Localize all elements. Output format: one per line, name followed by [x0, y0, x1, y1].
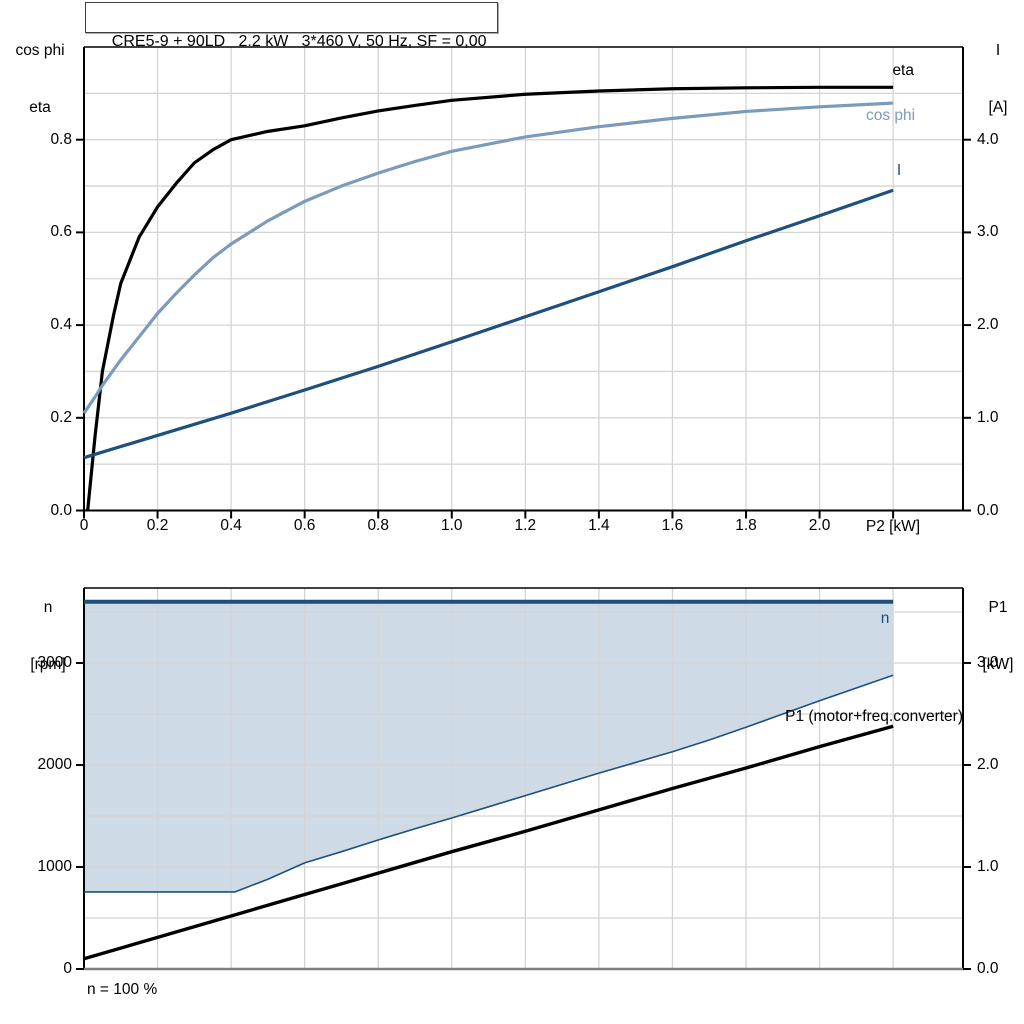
right-axis-tick-label: 1.0: [977, 857, 999, 875]
x-axis-tick-label: 0.2: [146, 517, 169, 534]
x-axis-tick-label: 1.8: [735, 517, 757, 534]
x-axis-tick-label: 1.0: [441, 517, 463, 534]
x-axis-tick-label: 0.6: [293, 517, 316, 534]
bottom-right-axis-title: P1 [kW]: [970, 560, 1024, 712]
curve-label-eta: eta: [892, 62, 914, 79]
bottom-chart: [76, 587, 971, 971]
bottom-left-axis-title: n [rpm]: [10, 560, 86, 712]
curve-label-p1: P1 (motor+freq.converter): [785, 708, 963, 725]
right-axis-tick-label: 2.0: [977, 755, 999, 773]
x-axis-tick-label: 2.0: [808, 517, 831, 534]
left-axis-tick-label: 0: [63, 960, 72, 977]
x-axis-tick-label: 0.8: [367, 517, 389, 534]
right-axis-tick-label: 0.0: [977, 960, 999, 977]
x-axis-tick-label: 1.2: [514, 517, 537, 534]
curve-label-n: n: [880, 610, 890, 627]
axis-title-speed-unit: [rpm]: [30, 656, 66, 673]
top-left-axis-title: cos phi eta: [2, 3, 78, 155]
right-axis-tick-label: 0.0: [977, 501, 999, 519]
axis-title-p1-unit: [kW]: [982, 656, 1014, 673]
axis-title-current-unit: [A]: [988, 99, 1008, 116]
series-n-min-curve: [84, 674, 894, 893]
right-axis-tick-label: 3.0: [977, 653, 999, 671]
x-axis-tick-label: 1.4: [588, 517, 610, 534]
left-axis-tick-label: 0.2: [50, 408, 72, 426]
axis-title-cos-phi: cos phi: [15, 42, 65, 59]
speed-operating-band: [84, 601, 894, 892]
top-chart: [76, 46, 971, 519]
right-axis-tick-label: 2.0: [977, 316, 999, 334]
axis-title-p1: P1: [988, 599, 1008, 616]
left-axis-tick-label: 1000: [37, 857, 72, 875]
series-cos-phi-curve: [82, 101, 894, 415]
x-axis-label: P2 [kW]: [865, 518, 921, 535]
speed-footnote: n = 100 %: [87, 981, 158, 998]
left-axis-tick-label: 2000: [37, 755, 72, 773]
series-current-curve: [83, 188, 894, 460]
curve-label-cos-phi: cos phi: [866, 107, 916, 124]
series-eta-curve: [86, 85, 894, 511]
left-axis-tick-label: 0.8: [50, 130, 72, 148]
right-axis-tick-label: 4.0: [977, 130, 999, 148]
right-axis-tick-label: 1.0: [977, 408, 999, 426]
left-axis-tick-label: 0.4: [50, 316, 72, 334]
chart-title: CRE5-9 + 90LD 2.2 kW 3*460 V, 50 Hz, SF …: [111, 33, 487, 50]
chart-title-box: CRE5-9 + 90LD 2.2 kW 3*460 V, 50 Hz, SF …: [85, 2, 498, 50]
x-axis-tick-label: 1.6: [661, 517, 684, 534]
series-p1-motor-freq-converter-curve: [83, 724, 894, 961]
axis-title-current: I: [995, 42, 1001, 59]
curve-label-current: I: [896, 162, 902, 179]
left-axis-tick-label: 0.0: [50, 501, 72, 519]
x-axis-tick-label: 0.4: [220, 517, 242, 534]
left-axis-tick-label: 3000: [37, 653, 72, 671]
top-right-axis-title: I [A]: [972, 3, 1024, 155]
axis-title-speed: n: [43, 599, 53, 616]
axis-title-eta: eta: [29, 99, 51, 116]
x-axis-tick-label: 0: [79, 517, 89, 534]
right-axis-tick-label: 3.0: [977, 223, 999, 241]
left-axis-tick-label: 0.6: [50, 223, 72, 241]
